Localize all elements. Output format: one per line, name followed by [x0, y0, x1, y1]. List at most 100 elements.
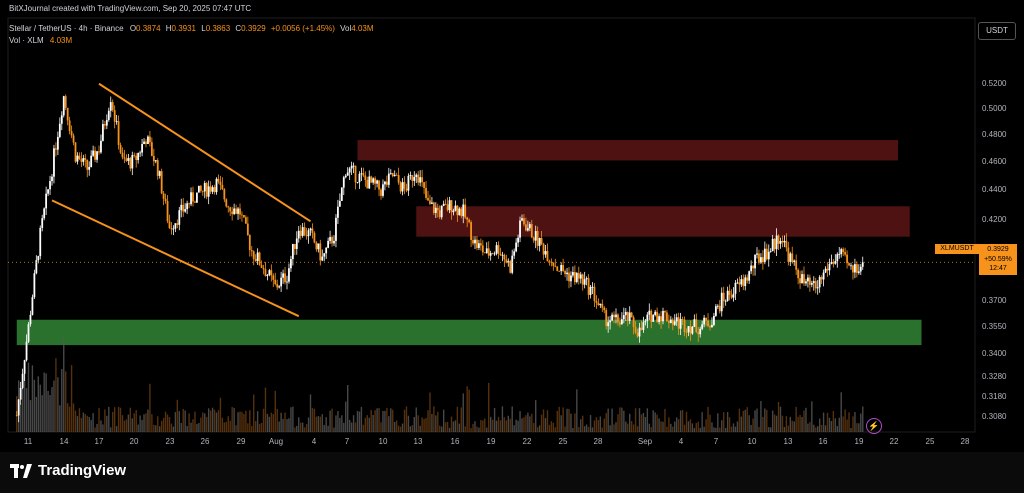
candle-body [746, 277, 749, 281]
tradingview-logo[interactable]: TradingView [10, 462, 126, 479]
volume-bar [542, 409, 545, 432]
volume-bar [660, 421, 662, 432]
candle-body [536, 231, 539, 246]
volume-bar [168, 417, 171, 432]
candle-body [184, 209, 187, 212]
volume-bar [251, 425, 253, 432]
volume-bar [734, 426, 737, 432]
candle-body [231, 211, 234, 215]
candle-body [154, 160, 157, 162]
candle-body [552, 262, 555, 266]
candle-body [797, 269, 800, 279]
volume-bar [632, 424, 635, 432]
candle-body [711, 324, 713, 328]
candle-body [168, 221, 171, 229]
candle-body [378, 180, 380, 190]
candle-body [92, 150, 95, 156]
candle-body [528, 224, 531, 229]
candle-body [315, 242, 318, 250]
candle-body [295, 238, 298, 249]
candle-body [773, 238, 776, 250]
volume-bar [701, 412, 703, 432]
candle-body [90, 155, 93, 168]
volume-bar [817, 426, 819, 432]
candle-body [311, 228, 314, 233]
candle-body [166, 201, 169, 222]
candle-body [274, 279, 277, 285]
candle-body [53, 148, 55, 177]
candle-body [248, 235, 251, 251]
volume-bar [407, 415, 410, 432]
candle-body [133, 155, 136, 156]
candle-body [188, 203, 190, 205]
volume-bar [531, 413, 533, 432]
volume-bar [262, 408, 265, 432]
currency-unit-button[interactable]: USDT [978, 22, 1016, 40]
volume-bar [860, 413, 862, 432]
volume-bar [603, 418, 605, 432]
volume-bar [533, 422, 535, 432]
candle-body [31, 297, 34, 315]
volume-bar [354, 422, 357, 432]
volume-bar [852, 416, 854, 432]
volume-bar [454, 420, 457, 432]
candle-body [840, 249, 843, 255]
volume-bar [493, 408, 496, 432]
volume-bar [744, 409, 746, 432]
volume-bar [61, 369, 63, 432]
volume-bar [664, 408, 666, 432]
price-tick-label: 0.3550 [982, 321, 1007, 331]
candle-body [432, 202, 435, 213]
candle-body [713, 315, 715, 325]
candle-body [593, 286, 596, 302]
candle-body [213, 187, 216, 193]
volume-bar [527, 412, 529, 432]
volume-bar [409, 426, 412, 432]
volume-bar [721, 420, 723, 432]
candle-body [513, 251, 516, 256]
candle-body [86, 159, 89, 170]
candle-body [323, 253, 326, 257]
volume-bar [221, 417, 224, 432]
time-tick-label: Aug [268, 437, 284, 446]
lightning-icon[interactable]: ⚡ [866, 418, 882, 434]
volume-bar [237, 412, 239, 432]
volume-bar [49, 394, 51, 432]
high-label: H [165, 24, 172, 33]
volume-bar [748, 415, 750, 432]
candle-body [844, 252, 847, 255]
candle-body [96, 151, 98, 160]
volume-bar [317, 416, 320, 432]
candle-body [691, 326, 694, 334]
volume-legend[interactable]: Vol · XLM 4.03M [9, 36, 72, 45]
symbol-title[interactable]: Stellar / TetherUS · 4h · Binance [9, 24, 124, 33]
candle-body [650, 310, 653, 322]
volume-bar [472, 423, 474, 432]
candle-body [194, 201, 196, 203]
volume-bar [442, 409, 445, 432]
candle-body [321, 256, 324, 261]
time-tick-label: 22 [522, 437, 532, 446]
time-tick-label: 28 [593, 437, 603, 446]
volume-bar [668, 417, 670, 432]
candle-body [380, 189, 382, 196]
volume-bar [703, 426, 705, 432]
candle-body [671, 319, 674, 325]
candle-body [742, 279, 745, 287]
volume-bar [296, 425, 298, 432]
candle-body [72, 135, 75, 143]
candle-body [554, 265, 557, 267]
candle-body [376, 180, 378, 184]
candle-body [113, 110, 116, 122]
volume-bar [388, 416, 390, 432]
candle-body [454, 205, 457, 211]
candle-body [476, 239, 478, 248]
candle-body [519, 220, 521, 238]
candle-body [638, 327, 641, 337]
candle-body [199, 185, 202, 191]
volume-bar [760, 401, 762, 432]
volume-bar [292, 406, 294, 432]
volume-bar [90, 419, 92, 432]
volume-bar [319, 416, 321, 432]
